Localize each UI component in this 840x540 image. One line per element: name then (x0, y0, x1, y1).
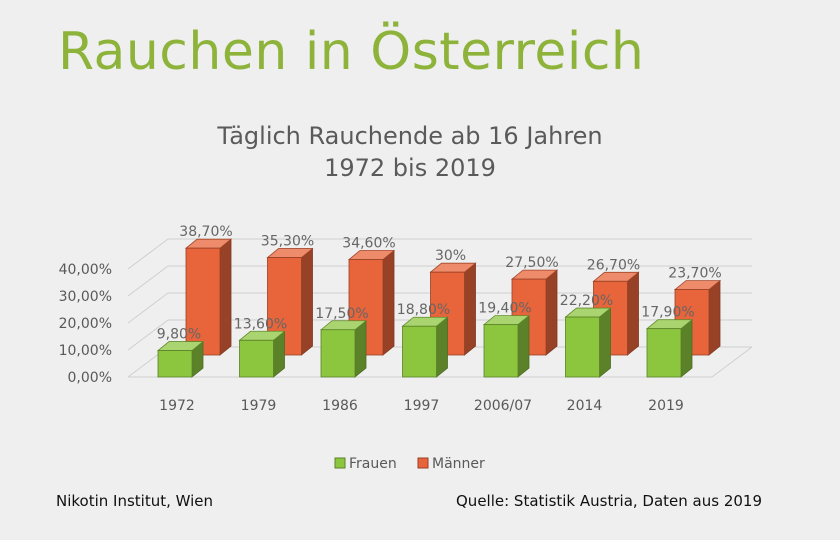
frauen-data-label: 19,40% (478, 301, 531, 317)
y-tick-label: 20,00% (59, 316, 112, 332)
frauen-bar (238, 330, 286, 378)
y-tick-label: 10,00% (59, 343, 112, 359)
frauen-bar-face (157, 350, 193, 378)
maenner-data-label: 26,70% (587, 257, 640, 273)
frauen-bar-side (354, 319, 367, 378)
frauen-bar-side (517, 314, 530, 378)
frauen-series (156, 307, 694, 378)
chart-subtitle: 1972 bis 2019 (324, 154, 496, 182)
x-tick-label: 1972 (159, 398, 195, 414)
x-tick-label: 1997 (404, 398, 440, 414)
maenner-bar (184, 238, 233, 356)
maenner-data-label: 35,30% (261, 234, 314, 250)
maenner-data-label: 23,70% (668, 266, 721, 282)
x-tick-label: 2006/07 (474, 398, 532, 414)
y-tick-label: 0,00% (68, 370, 112, 386)
footer-source-right: Quelle: Statistik Austria, Daten aus 201… (456, 492, 762, 510)
gridline-side (127, 319, 169, 351)
frauen-bar (319, 319, 368, 378)
axis-labels: 0,00% 10,00% 20,00% 30,00% 40,00% 38,70% 35,30… (59, 224, 722, 414)
x-tick-label: 2019 (648, 398, 684, 414)
maenner-bar-side (545, 269, 558, 356)
maenner-data-label: 34,60% (342, 236, 395, 252)
frauen-data-label: 22,20% (560, 293, 613, 309)
maenner-bar-side (464, 262, 476, 356)
y-tick-label: 30,00% (59, 289, 112, 305)
frauen-data-label: 17,90% (641, 305, 694, 321)
legend-swatch (334, 457, 346, 469)
legend-label: Frauen (349, 456, 397, 472)
frauen-data-label: 9,80% (157, 327, 201, 343)
frauen-data-label: 17,50% (315, 306, 368, 322)
x-tick-label: 2014 (567, 398, 603, 414)
frauen-bar-face (483, 324, 519, 378)
y-tick-label: 40,00% (59, 262, 112, 278)
maenner-bar-side (627, 271, 639, 356)
frauen-bar (645, 318, 694, 378)
frauen-bar (401, 316, 449, 378)
legend-swatch (417, 457, 429, 469)
chart-title: Täglich Rauchende ab 16 Jahren (217, 122, 603, 150)
gridline-side (127, 238, 169, 270)
legend-label: Männer (432, 456, 485, 472)
frauen-bar-face (239, 339, 274, 378)
gridline-side (127, 292, 169, 324)
gridline-side (127, 265, 169, 297)
frauen-bar-side (680, 318, 693, 378)
maenner-data-label: 30% (435, 248, 466, 264)
frauen-bar-face (565, 316, 600, 378)
maenner-data-label: 27,50% (505, 255, 558, 271)
floor-edge (711, 346, 753, 378)
maenner-data-label: 38,70% (179, 224, 232, 240)
frauen-bar-side (436, 316, 448, 378)
frauen-bar (156, 340, 205, 378)
x-tick-label: 1979 (241, 398, 277, 414)
maenner-bar-side (301, 247, 313, 356)
frauen-bar (564, 307, 612, 378)
frauen-data-label: 13,60% (234, 316, 287, 332)
footer-source-left: Nikotin Institut, Wien (56, 492, 214, 510)
x-tick-label: 1986 (322, 398, 358, 414)
frauen-bar (482, 314, 531, 378)
frauen-data-label: 18,80% (397, 302, 450, 318)
maenner-bar-side (219, 238, 232, 356)
frauen-bar-side (599, 307, 611, 378)
legend: Frauen Männer (334, 456, 485, 472)
slide-title: Rauchen in Österreich (58, 22, 645, 82)
frauen-bar-face (646, 328, 682, 378)
frauen-bar-face (402, 325, 437, 378)
maenner-bar-side (708, 279, 721, 356)
maenner-bar-side (382, 249, 395, 356)
frauen-bar-face (320, 329, 356, 378)
